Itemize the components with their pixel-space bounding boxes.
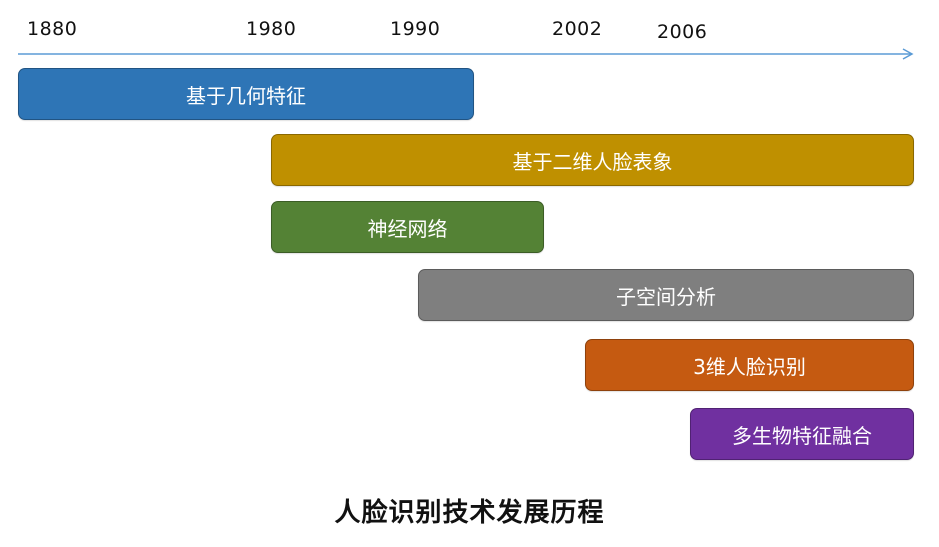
year-label-2006: 2006 [657, 21, 708, 43]
phase-bar-3d-face-recognition: 3维人脸识别 [585, 339, 914, 391]
phase-label: 神经网络 [367, 216, 448, 241]
phase-bar-2d-face-appearance: 基于二维人脸表象 [271, 134, 914, 186]
year-label-2002: 2002 [552, 18, 603, 40]
phase-bar-geometric-features: 基于几何特征 [18, 68, 474, 120]
phase-label: 基于二维人脸表象 [512, 149, 673, 174]
phase-label: 基于几何特征 [186, 83, 306, 108]
year-label-1880: 1880 [27, 18, 78, 40]
figure-caption: 人脸识别技术发展历程 [334, 498, 605, 528]
phase-bar-neural-network: 神经网络 [271, 201, 544, 253]
phase-label: 3维人脸识别 [693, 354, 806, 379]
phase-label: 子空间分析 [616, 284, 716, 309]
year-label-1980: 1980 [246, 18, 297, 40]
phase-bar-multi-biometric-fusion: 多生物特征融合 [690, 408, 914, 460]
phase-label: 多生物特征融合 [732, 423, 872, 448]
phase-bar-subspace-analysis: 子空间分析 [418, 269, 914, 321]
timeline-arrow-head [902, 48, 914, 60]
year-label-1990: 1990 [390, 18, 441, 40]
